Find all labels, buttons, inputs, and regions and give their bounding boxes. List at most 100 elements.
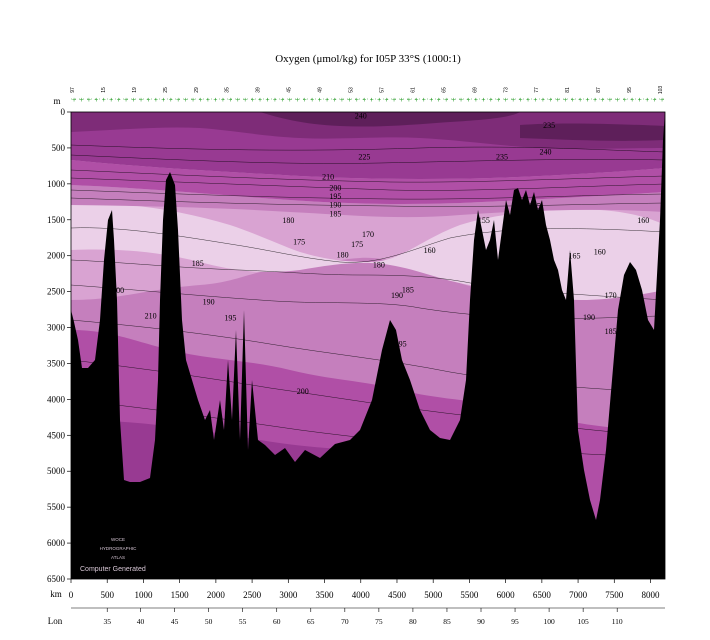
station-number: 53: [349, 87, 355, 93]
contour-label: 235: [543, 121, 555, 130]
watermark-line: HYDROGRAPHIC: [100, 546, 138, 551]
station-marker: +: [608, 97, 612, 104]
computer-generated-note: Computer Generated: [80, 566, 146, 573]
x-tick-label: 7000: [569, 590, 588, 600]
contour-label: 240: [355, 112, 367, 121]
station-marker: +: [370, 97, 374, 104]
station-number: 87: [596, 87, 602, 93]
station-marker: +: [563, 97, 567, 104]
station-marker: +: [273, 97, 277, 104]
y-tick-label: 0: [61, 107, 66, 117]
y-tick-label: 1500: [47, 215, 66, 225]
y-tick-label: 3000: [47, 323, 66, 333]
station-number: 45: [287, 87, 293, 93]
plot-area: [71, 112, 665, 579]
station-marker: +: [146, 97, 150, 104]
station-marker: +: [332, 97, 336, 104]
station-marker: +: [139, 97, 143, 104]
contour-label: 170: [362, 230, 374, 239]
contour-label: 190: [203, 298, 215, 307]
station-marker: +: [295, 97, 299, 104]
station-marker: +: [556, 97, 560, 104]
station-marker: +: [213, 97, 217, 104]
watermark-line: ATLAS: [111, 555, 125, 560]
station-marker: +: [615, 97, 619, 104]
station-number: 103: [658, 86, 664, 95]
station-marker: +: [236, 97, 240, 104]
y-tick-label: 4000: [47, 394, 66, 404]
station-marker: +: [593, 97, 597, 104]
x-tick-label: 2000: [207, 590, 226, 600]
lon-tick-label: 65: [307, 617, 315, 626]
contour-label: 185: [329, 209, 341, 218]
station-marker: +: [511, 97, 515, 104]
station-number: 73: [503, 87, 509, 93]
station-marker: +: [161, 97, 165, 104]
x-tick-label: 2500: [243, 590, 262, 600]
contour-label: 175: [293, 237, 305, 246]
x-tick-label: 1000: [134, 590, 153, 600]
station-number: 77: [534, 87, 540, 93]
y-tick-label: 3500: [47, 358, 66, 368]
lon-tick-label: 85: [443, 617, 451, 626]
x-tick-label: 3000: [279, 590, 298, 600]
x-tick-label: 4000: [352, 590, 371, 600]
station-marker: +: [206, 97, 210, 104]
y-tick-label: 5000: [47, 466, 66, 476]
station-marker: +: [184, 97, 188, 104]
station-marker: +: [198, 97, 202, 104]
station-number: 49: [318, 87, 324, 93]
y-tick-label: 2000: [47, 251, 66, 261]
station-marker: +: [600, 97, 604, 104]
station-marker: +: [362, 97, 366, 104]
contour-label: 180: [373, 260, 385, 269]
contour-label: 200: [329, 183, 341, 192]
y-tick-label: 500: [52, 143, 66, 153]
contour-label: 200: [297, 387, 309, 396]
lon-tick-label: 70: [341, 617, 349, 626]
y-tick-label: 6500: [47, 574, 66, 584]
station-marker: +: [102, 97, 106, 104]
lon-tick-label: 40: [137, 617, 145, 626]
station-number: 39: [256, 87, 262, 93]
watermark-line: WOCE: [111, 537, 125, 542]
station-marker: +: [496, 97, 500, 104]
station-marker: +: [422, 97, 426, 104]
station-marker: +: [191, 97, 195, 104]
x-axis-ticks: 0 500 1000 1500 2000 2500 3000 3500 4000 4500 5000…: [69, 579, 660, 600]
contour-label: 155: [529, 201, 541, 210]
station-marker: +: [481, 97, 485, 104]
contour-line: [71, 284, 665, 319]
station-marker: +: [385, 97, 389, 104]
station-marker: +: [578, 97, 582, 104]
lon-axis-label: Lon: [48, 616, 63, 626]
station-marker: +: [318, 97, 322, 104]
station-marker: +: [310, 97, 314, 104]
station-marker: +: [429, 97, 433, 104]
station-marker: +: [154, 97, 158, 104]
station-marker: +: [392, 97, 396, 104]
station-number: 19: [132, 87, 138, 93]
lon-tick-label: 110: [612, 617, 623, 626]
x-tick-label: 6500: [533, 590, 552, 600]
station-marker: +: [504, 97, 508, 104]
lon-tick-label: 50: [205, 617, 213, 626]
station-marker: +: [623, 97, 627, 104]
lon-tick-label: 105: [578, 617, 590, 626]
x-tick-label: 8000: [642, 590, 661, 600]
station-marker: +: [541, 97, 545, 104]
station-marker: +: [72, 97, 76, 104]
lon-tick-label: 100: [543, 617, 555, 626]
contour-label: 155: [478, 216, 490, 225]
station-marker: +: [258, 97, 262, 104]
station-marker: +: [407, 97, 411, 104]
station-number: 69: [472, 87, 478, 93]
station-marker: +: [466, 97, 470, 104]
station-marker: +: [94, 97, 98, 104]
lon-tick-label: 95: [511, 617, 519, 626]
station-marker: +: [280, 97, 284, 104]
station-marker: +: [131, 97, 135, 104]
contour-label: 195: [395, 339, 407, 348]
contour-label: 195: [329, 192, 341, 201]
